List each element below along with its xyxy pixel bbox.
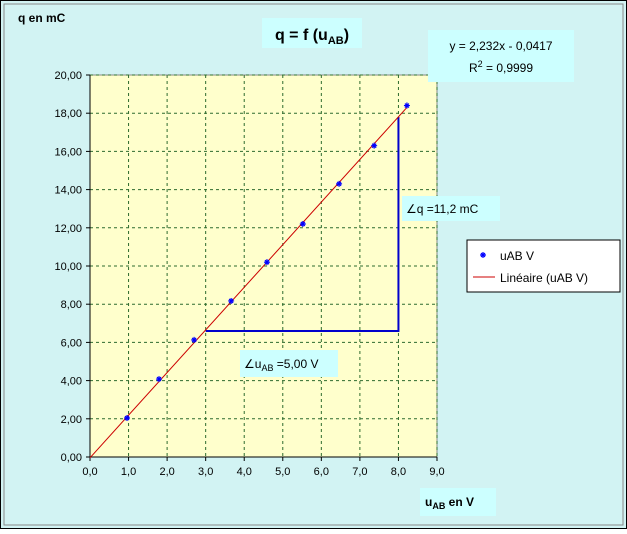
legend-label: Linéaire (uAB V) <box>500 271 588 285</box>
data-point <box>228 297 235 304</box>
y-tick-label: 0,00 <box>61 452 82 464</box>
y-tick-label: 2,00 <box>61 414 82 426</box>
chart-title: q = f (uAB) <box>275 27 349 47</box>
data-point <box>124 415 131 422</box>
x-tick-label: 9,0 <box>429 466 444 478</box>
x-tick-label: 4,0 <box>237 466 252 478</box>
y-axis-title: q en mC <box>18 11 66 25</box>
marker-shape <box>191 336 198 343</box>
legend <box>466 239 621 293</box>
legend-marker <box>480 252 486 258</box>
marker-shape <box>480 252 486 258</box>
chart-frame <box>3 3 624 526</box>
marker-shape <box>124 415 131 422</box>
x-tick-label: 5,0 <box>275 466 290 478</box>
y-tick-label: 4,00 <box>61 376 82 388</box>
marker-shape <box>403 102 410 109</box>
data-point <box>336 180 343 187</box>
x-tick-label: 8,0 <box>391 466 406 478</box>
annotation-u-box <box>240 350 338 377</box>
r-squared: R2 = 0,9999 <box>469 59 533 75</box>
marker-shape <box>228 297 235 304</box>
x-tick-label: 6,0 <box>314 466 329 478</box>
data-point <box>403 102 410 109</box>
marker-shape <box>336 180 343 187</box>
data-point <box>299 220 306 227</box>
annotation-q: ∠q =11,2 mC <box>406 202 479 216</box>
x-axis-title: uAB en V <box>425 495 474 511</box>
equation-box <box>428 30 574 82</box>
marker-shape <box>299 220 306 227</box>
legend-label: uAB V <box>500 249 534 263</box>
x-tick-label: 2,0 <box>159 466 174 478</box>
data-point <box>263 259 270 266</box>
x-tick-label: 1,0 <box>121 466 136 478</box>
annotation-q-box <box>402 196 500 221</box>
data-point <box>191 336 198 343</box>
marker-shape <box>156 376 163 383</box>
y-tick-label: 10,00 <box>54 261 82 273</box>
x-tick-label: 0,0 <box>82 466 97 478</box>
y-tick-label: 16,00 <box>54 146 82 158</box>
marker-shape <box>263 259 270 266</box>
y-tick-label: 18,00 <box>54 108 82 120</box>
x-title-box <box>420 488 496 516</box>
y-tick-label: 12,00 <box>54 223 82 235</box>
annotation-u: ∠uAB =5,00 V <box>244 357 319 373</box>
x-tick-label: 3,0 <box>198 466 213 478</box>
trendline <box>89 107 408 459</box>
slope-triangle <box>205 117 400 332</box>
title-box <box>262 18 362 48</box>
equation: y = 2,232x - 0,0417 <box>449 39 552 53</box>
y-tick-label: 6,00 <box>61 337 82 349</box>
y-tick-label: 8,00 <box>61 299 82 311</box>
marker-shape <box>371 142 378 149</box>
data-point <box>371 142 378 149</box>
y-tick-label: 14,00 <box>54 185 82 197</box>
y-tick-label: 20,00 <box>54 70 82 82</box>
data-point <box>156 376 163 383</box>
x-tick-label: 7,0 <box>352 466 367 478</box>
